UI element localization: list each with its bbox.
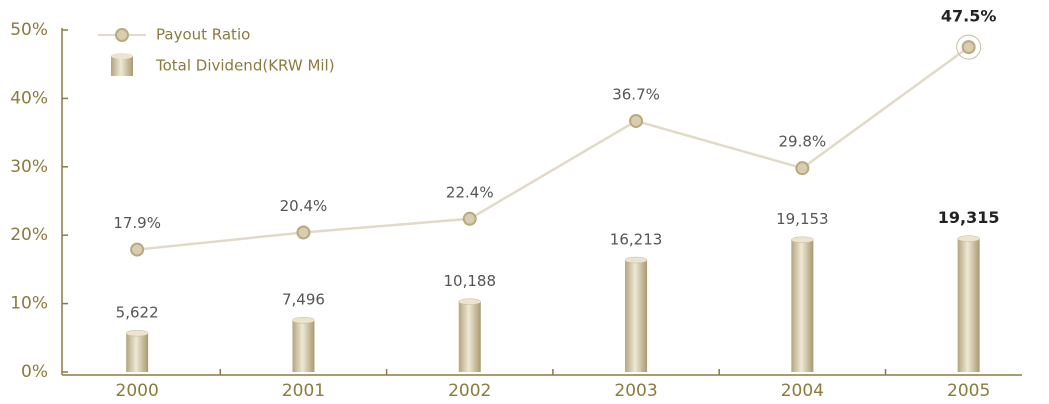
bar (957, 238, 980, 372)
value-label: 20.4% (280, 197, 328, 215)
y-tick-label: 30% (10, 157, 48, 177)
highlight-ring (956, 34, 982, 60)
value-label: 7,496 (282, 291, 325, 309)
x-tick-label: 2003 (614, 381, 657, 401)
x-tick-label: 2001 (282, 381, 325, 401)
legend-marker (115, 28, 129, 42)
value-label: 22.4% (446, 183, 494, 201)
point (296, 225, 311, 240)
value-label: 19,153 (776, 210, 829, 228)
bar-cap (791, 236, 814, 243)
y-tick-label: 40% (10, 88, 48, 108)
value-label: 47.5% (941, 7, 997, 26)
y-tick-label: 0% (21, 362, 48, 382)
x-tick-label: 2004 (781, 381, 824, 401)
point (629, 113, 644, 128)
y-tick-label: 50% (10, 20, 48, 40)
legend-label: Total Dividend(KRW Mil) (155, 57, 335, 75)
value-label: 10,188 (444, 272, 497, 290)
bar (458, 301, 481, 372)
bar-cap (957, 235, 980, 242)
legend-bar-cap (111, 53, 133, 59)
bar (292, 320, 315, 372)
value-label: 16,213 (610, 231, 663, 249)
point (462, 211, 477, 226)
bar (791, 239, 814, 372)
x-tick-label: 2005 (947, 381, 990, 401)
y-tick-label: 20% (10, 225, 48, 245)
x-tick-label: 2000 (116, 381, 159, 401)
bar-cap (292, 316, 315, 324)
bar-cap (624, 256, 648, 264)
value-label: 17.9% (113, 214, 161, 232)
bar (625, 260, 648, 372)
point (130, 242, 145, 257)
value-label: 19,315 (938, 208, 1000, 227)
x-tick-label: 2002 (448, 381, 491, 401)
legend: Payout Ratio Total Dividend(KRW Mil) (98, 26, 335, 76)
bar-cap (125, 329, 149, 337)
y-tick-label: 10% (10, 294, 48, 314)
bar (126, 333, 149, 372)
point (795, 161, 810, 176)
line (137, 46, 970, 251)
point (961, 40, 976, 55)
value-label: 36.7% (612, 85, 660, 103)
bar-cap (458, 298, 481, 305)
legend-bar (111, 56, 133, 76)
value-label: 29.8% (779, 133, 827, 151)
value-label: 5,622 (116, 304, 159, 322)
legend-label: Payout Ratio (156, 26, 250, 44)
